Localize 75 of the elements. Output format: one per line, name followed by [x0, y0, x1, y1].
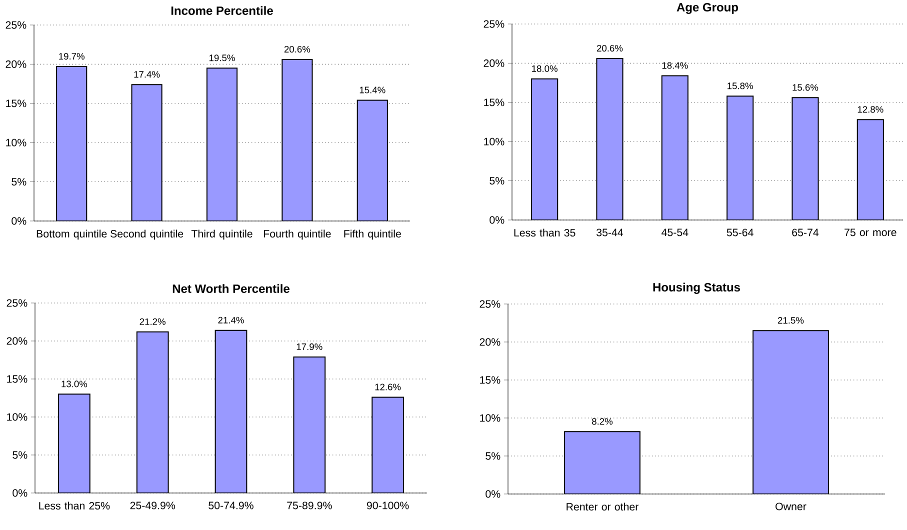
y-tick-label: 15%: [7, 375, 28, 383]
y-tick-label: 10%: [6, 138, 26, 146]
x-tick-label: Fifth quintile: [344, 230, 401, 240]
data-label: 13.0%: [62, 380, 88, 388]
chart-title: Housing Status: [653, 282, 740, 294]
y-tick-label: 20%: [480, 338, 500, 346]
y-tick-label: 15%: [6, 100, 26, 108]
x-tick-label: Less than 25%: [39, 502, 110, 510]
bar: [206, 68, 238, 221]
chart-title: Income Percentile: [171, 6, 273, 15]
x-tick-label: 75-89.9%: [287, 502, 332, 510]
data-label: 12.6%: [375, 384, 401, 390]
bar: [596, 58, 624, 220]
data-label: 19.7%: [59, 53, 85, 60]
chart-title: Net Worth Percentile: [172, 284, 290, 293]
y-tick-label: 20%: [6, 60, 26, 68]
x-tick-label: Owner: [776, 502, 806, 510]
y-tick-label: 10%: [484, 138, 504, 146]
y-tick-label: 5%: [486, 452, 500, 460]
bar: [856, 119, 884, 220]
x-tick-label: 50-74.9%: [208, 502, 254, 510]
data-label: 21.2%: [140, 318, 166, 325]
x-tick-label: Less than 35: [514, 228, 576, 237]
data-label: 15.8%: [728, 82, 753, 90]
data-label: 20.6%: [284, 46, 310, 53]
x-tick-label: 45-54: [662, 228, 688, 236]
bar: [531, 78, 558, 220]
x-tick-label: 75 or more: [844, 228, 896, 236]
y-tick-label: 5%: [12, 451, 28, 459]
data-label: 12.8%: [858, 106, 884, 113]
x-tick-label: Third quintile: [191, 230, 252, 240]
y-tick-label: 20%: [6, 337, 28, 345]
data-label: 15.6%: [792, 84, 818, 91]
x-tick-label: 25-49.9%: [130, 502, 176, 510]
x-tick-label: Second quintile: [110, 230, 184, 240]
x-tick-label: Bottom quintile: [36, 230, 107, 240]
x-tick-label: 35-44: [596, 228, 624, 236]
data-label: 21.4%: [218, 316, 244, 324]
chart-title: Age Group: [676, 3, 738, 14]
bar: [131, 84, 162, 221]
data-label: 18.4%: [662, 62, 688, 69]
x-tick-label: 65-74: [792, 228, 819, 236]
bar: [661, 75, 688, 220]
data-label: 17.9%: [296, 343, 322, 350]
bar: [726, 96, 754, 220]
data-label: 18.0%: [532, 65, 558, 72]
y-tick-label: 5%: [12, 178, 26, 186]
y-tick-label: 10%: [480, 414, 500, 422]
bar: [792, 97, 819, 220]
data-label: 17.4%: [134, 71, 160, 78]
x-tick-label: 55-64: [726, 228, 754, 236]
y-tick-label: 0%: [486, 490, 500, 498]
data-label: 21.5%: [778, 317, 804, 324]
x-tick-label: Fourth quintile: [264, 230, 331, 240]
x-tick-label: 90-100%: [366, 502, 409, 510]
y-tick-label: 25%: [6, 21, 26, 29]
bar: [356, 100, 388, 221]
data-label: 20.6%: [596, 44, 623, 52]
y-tick-label: 5%: [490, 177, 504, 185]
y-tick-label: 25%: [484, 20, 504, 28]
data-label: 19.5%: [209, 54, 235, 62]
bar: [56, 66, 88, 221]
y-tick-label: 0%: [12, 217, 26, 225]
y-tick-label: 15%: [484, 98, 504, 106]
y-tick-label: 10%: [7, 413, 28, 421]
bar: [282, 58, 313, 221]
x-tick-label: Renter or other: [566, 502, 639, 511]
data-label: 8.2%: [592, 418, 613, 425]
y-tick-label: 15%: [480, 376, 500, 384]
y-tick-label: 25%: [480, 300, 500, 308]
y-tick-label: 0%: [490, 216, 504, 224]
y-tick-label: 20%: [484, 59, 504, 67]
y-tick-label: 0%: [12, 489, 28, 497]
data-label: 15.4%: [360, 86, 386, 94]
y-tick-label: 25%: [6, 299, 28, 307]
